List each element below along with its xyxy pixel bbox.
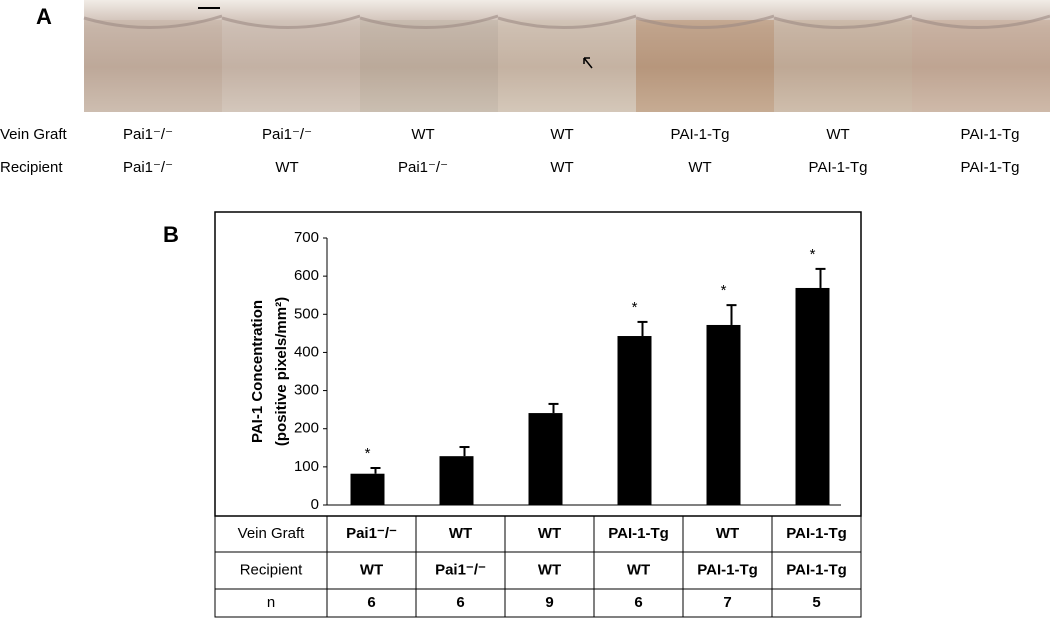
table-row-label: Recipient [240, 561, 303, 578]
significance-mark: * [365, 445, 371, 462]
table-cell: WT [716, 525, 739, 542]
significance-mark: * [810, 246, 816, 263]
y-tick-label: 0 [311, 496, 319, 513]
genotype-label: Pai1⁻/⁻ [262, 126, 312, 143]
genotype-label: WT [275, 159, 298, 176]
genotype-label: Pai1⁻/⁻ [398, 159, 448, 176]
table-cell: 6 [634, 594, 642, 611]
y-tick-label: 100 [294, 458, 319, 475]
genotype-label: Pai1⁻/⁻ [123, 126, 173, 143]
bar [528, 413, 563, 505]
table-cell: WT [449, 525, 472, 542]
row-label: Recipient [0, 159, 63, 176]
row-label: Vein Graft [0, 126, 68, 143]
table-cell: Pai1⁻/⁻ [435, 561, 486, 578]
y-axis-label: (positive pixels/mm²) [273, 297, 290, 446]
vessel-surface [773, 14, 913, 29]
genotype-label: WT [411, 126, 434, 143]
genotype-label: Pai1⁻/⁻ [123, 159, 173, 176]
vessel-surface [83, 14, 223, 29]
arrow [583, 57, 593, 69]
genotype-label: WT [826, 126, 849, 143]
vessel-surface [221, 14, 361, 29]
genotype-label: WT [688, 159, 711, 176]
table-cell: PAI-1-Tg [608, 525, 669, 542]
genotype-label: PAI-1-Tg [961, 159, 1020, 176]
vessel-surface [497, 14, 637, 29]
y-tick-label: 500 [294, 305, 319, 322]
bar [706, 324, 741, 505]
micrograph-strip [83, 0, 1050, 112]
bar [795, 287, 830, 505]
micrograph-tint [498, 20, 636, 112]
vessel-surface [359, 14, 499, 29]
micrograph-tint [222, 20, 360, 112]
genotype-label: WT [550, 159, 573, 176]
y-axis-label: PAI-1 Concentration [249, 300, 266, 443]
table-cell: PAI-1-Tg [786, 561, 847, 578]
genotype-label: PAI-1-Tg [809, 159, 868, 176]
table-cell: PAI-1-Tg [697, 561, 758, 578]
y-tick-label: 600 [294, 267, 319, 284]
table-cell: 7 [723, 594, 731, 611]
genotype-label: WT [550, 126, 573, 143]
bar [617, 336, 652, 505]
table-row [214, 588, 862, 618]
micrograph-tint [84, 20, 222, 112]
table-cell: WT [538, 561, 561, 578]
table-cell: 5 [812, 594, 820, 611]
micrograph-tint [636, 20, 774, 112]
micrograph-tint [360, 20, 498, 112]
table-cell: WT [360, 561, 383, 578]
table-cell: WT [538, 525, 561, 542]
genotype-label: PAI-1-Tg [671, 126, 730, 143]
vessel-surface [635, 14, 775, 29]
bar [439, 456, 474, 505]
table-cell: 6 [456, 594, 464, 611]
chart: 0 100 200 300 400 500 600 700 PAI-1 Concentratio… [214, 211, 862, 618]
y-tick-label: 700 [294, 229, 319, 246]
y-tick-label: 200 [294, 420, 319, 437]
micrograph-tint [774, 20, 912, 112]
vessel-surface [911, 14, 1050, 29]
panel-label: A [36, 4, 52, 29]
genotype-label: PAI-1-Tg [961, 126, 1020, 143]
table-row-label: n [267, 594, 275, 611]
table-cell: 9 [545, 594, 553, 611]
significance-mark: * [721, 282, 727, 299]
significance-mark: * [632, 299, 638, 316]
y-tick-label: 400 [294, 343, 319, 360]
table-cell: 6 [367, 594, 375, 611]
panel-label: B [163, 222, 179, 247]
bar [350, 473, 385, 505]
table-cell: Pai1⁻/⁻ [346, 525, 397, 542]
y-tick-label: 300 [294, 382, 319, 399]
table-row-label: Vein Graft [238, 525, 306, 542]
table-cell: WT [627, 561, 650, 578]
table-cell: PAI-1-Tg [786, 525, 847, 542]
micrograph-tint [912, 20, 1050, 112]
